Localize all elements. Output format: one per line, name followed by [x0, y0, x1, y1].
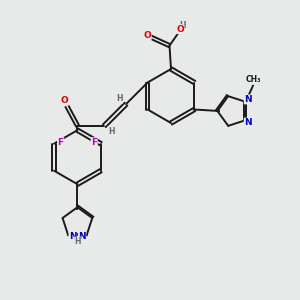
Text: H: H	[75, 237, 81, 246]
Text: O: O	[176, 25, 184, 34]
Text: CH₃: CH₃	[246, 75, 262, 84]
Text: O: O	[61, 96, 68, 105]
Text: N: N	[244, 118, 252, 127]
Text: F: F	[91, 138, 97, 147]
Text: N: N	[69, 232, 76, 242]
Text: O: O	[143, 31, 151, 40]
Text: H: H	[116, 94, 123, 103]
Text: N: N	[244, 95, 252, 104]
Text: H: H	[108, 127, 114, 136]
Text: N: N	[78, 232, 86, 242]
Text: F: F	[58, 138, 64, 147]
Text: H: H	[179, 21, 186, 30]
